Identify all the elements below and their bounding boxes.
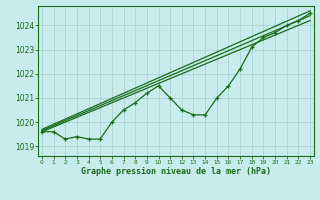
X-axis label: Graphe pression niveau de la mer (hPa): Graphe pression niveau de la mer (hPa) [81, 167, 271, 176]
